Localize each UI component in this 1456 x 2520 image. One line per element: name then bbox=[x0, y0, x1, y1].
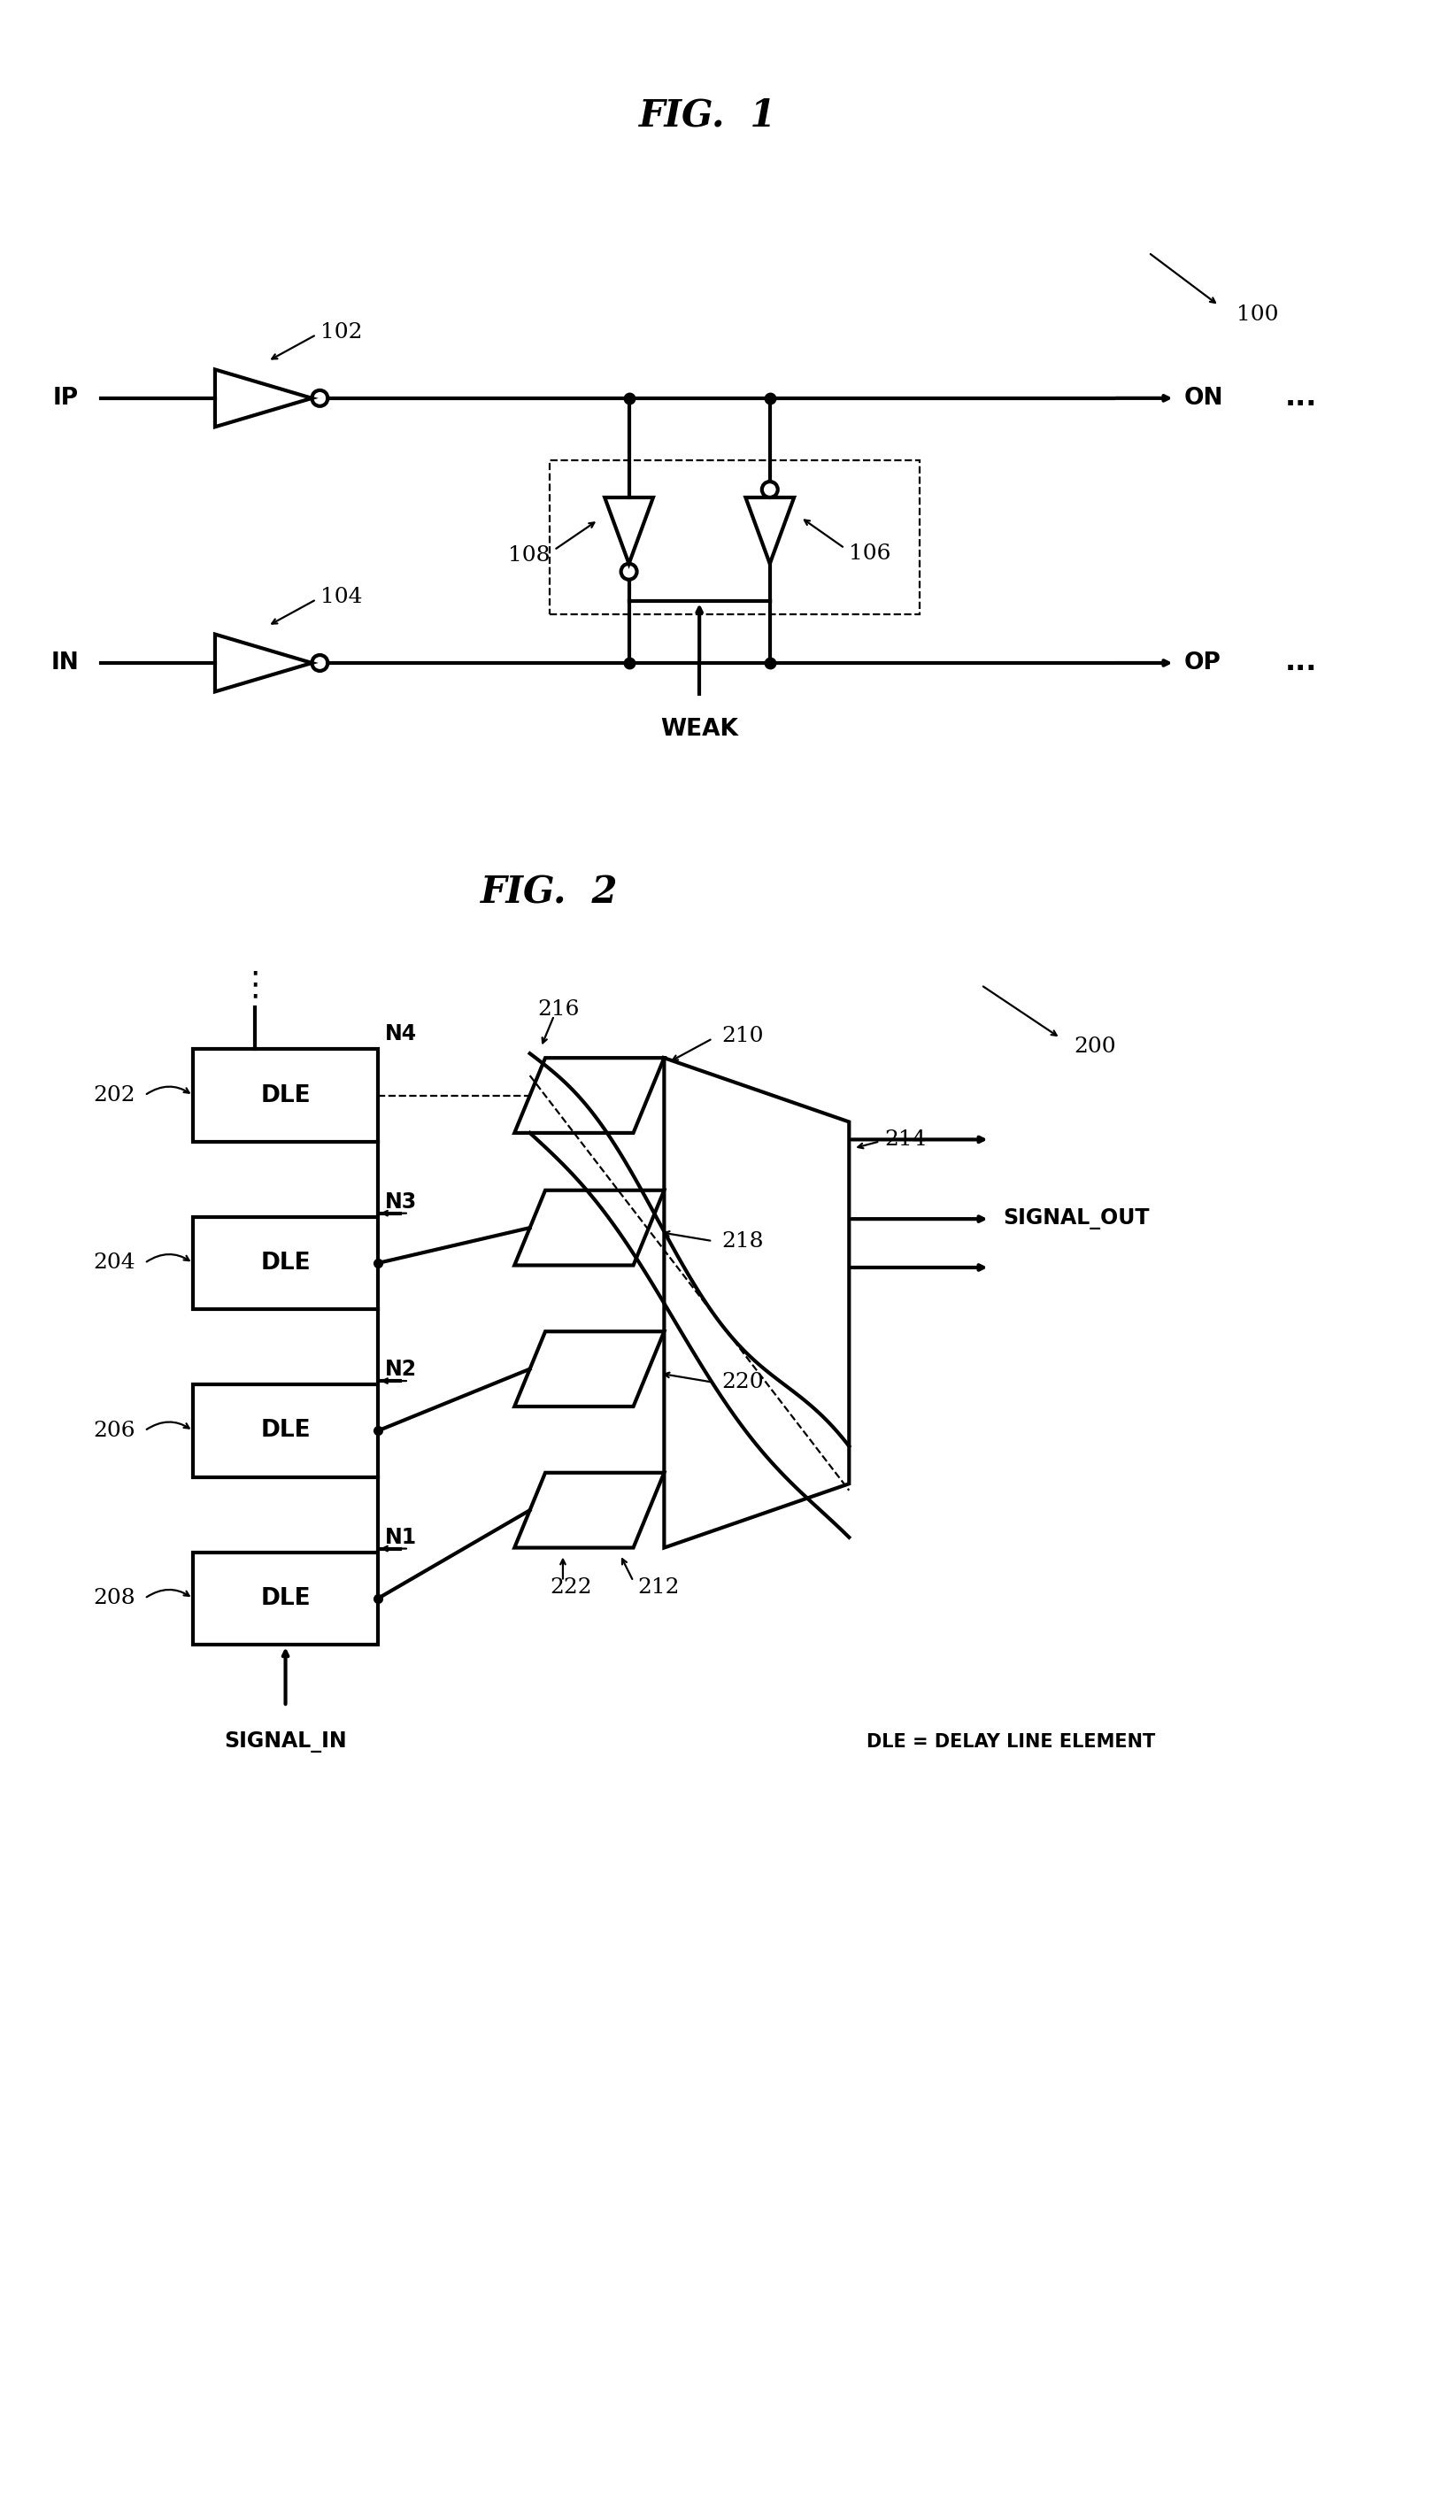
Text: N3: N3 bbox=[384, 1192, 416, 1212]
Text: DLE = DELAY LINE ELEMENT: DLE = DELAY LINE ELEMENT bbox=[866, 1734, 1156, 1751]
Text: DLE: DLE bbox=[261, 1588, 310, 1610]
Text: DLE: DLE bbox=[261, 1084, 310, 1106]
Text: 106: 106 bbox=[849, 544, 891, 564]
Bar bbox=[194, 1217, 379, 1310]
Text: 200: 200 bbox=[1073, 1036, 1115, 1056]
Bar bbox=[194, 1383, 379, 1477]
Text: N1: N1 bbox=[384, 1527, 416, 1547]
Text: ...: ... bbox=[1286, 386, 1318, 411]
Text: DLE: DLE bbox=[261, 1252, 310, 1275]
Text: IN: IN bbox=[51, 653, 80, 675]
Text: 206: 206 bbox=[93, 1421, 135, 1441]
Bar bbox=[194, 1048, 379, 1142]
Text: WEAK: WEAK bbox=[661, 718, 738, 741]
Text: 216: 216 bbox=[537, 998, 579, 1021]
Text: OP: OP bbox=[1184, 653, 1220, 675]
Text: 214: 214 bbox=[884, 1129, 926, 1149]
Text: 108: 108 bbox=[508, 544, 550, 564]
Text: IP: IP bbox=[52, 386, 79, 411]
Text: ...: ... bbox=[1286, 650, 1318, 678]
Text: DLE: DLE bbox=[261, 1419, 310, 1441]
Text: 100: 100 bbox=[1236, 305, 1278, 325]
Text: 220: 220 bbox=[721, 1371, 763, 1394]
Text: ⋮: ⋮ bbox=[239, 970, 271, 1000]
Text: 202: 202 bbox=[93, 1086, 135, 1106]
Text: SIGNAL_IN: SIGNAL_IN bbox=[224, 1731, 347, 1751]
Bar bbox=[194, 1552, 379, 1646]
Text: ON: ON bbox=[1184, 386, 1223, 411]
Text: FIG.  1: FIG. 1 bbox=[639, 98, 778, 134]
Text: N4: N4 bbox=[384, 1023, 416, 1046]
Text: 222: 222 bbox=[550, 1578, 591, 1598]
Text: 102: 102 bbox=[320, 323, 363, 343]
Text: SIGNAL_OUT: SIGNAL_OUT bbox=[1003, 1207, 1150, 1230]
Text: 208: 208 bbox=[93, 1588, 135, 1608]
Text: 218: 218 bbox=[721, 1230, 763, 1252]
Text: 212: 212 bbox=[638, 1578, 680, 1598]
Text: N2: N2 bbox=[384, 1358, 416, 1381]
Text: FIG.  2: FIG. 2 bbox=[480, 874, 619, 912]
Text: 210: 210 bbox=[721, 1026, 763, 1046]
Text: 204: 204 bbox=[93, 1252, 135, 1273]
Text: 104: 104 bbox=[320, 587, 363, 607]
